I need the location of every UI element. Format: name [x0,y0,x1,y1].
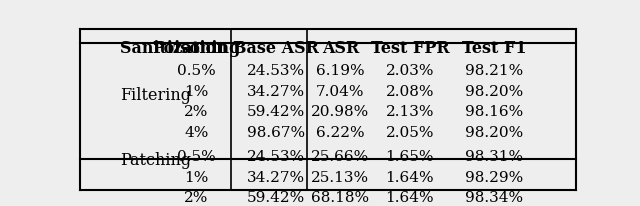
Text: 59.42%: 59.42% [247,105,305,119]
Text: 68.18%: 68.18% [311,191,369,204]
Text: 1.64%: 1.64% [385,191,434,204]
Text: Base ASR: Base ASR [233,40,319,57]
Text: Test FPR: Test FPR [371,40,449,57]
Text: 98.67%: 98.67% [247,125,305,139]
Text: 0.5%: 0.5% [177,149,216,163]
Text: 2%: 2% [184,105,209,119]
Text: 2.05%: 2.05% [385,125,434,139]
Text: 2.08%: 2.08% [385,84,434,98]
Text: Poisoning: Poisoning [152,40,241,57]
Text: 98.20%: 98.20% [465,84,524,98]
Text: 25.66%: 25.66% [311,149,369,163]
Text: 6.22%: 6.22% [316,125,365,139]
Text: 6.19%: 6.19% [316,64,365,77]
Text: 25.13%: 25.13% [311,170,369,184]
Text: ASR: ASR [322,40,359,57]
Text: 1.64%: 1.64% [385,170,434,184]
Text: 98.29%: 98.29% [465,170,524,184]
Text: 98.16%: 98.16% [465,105,524,119]
Text: 20.98%: 20.98% [311,105,369,119]
Text: 2.13%: 2.13% [385,105,434,119]
Text: 24.53%: 24.53% [247,64,305,77]
Text: 34.27%: 34.27% [247,170,305,184]
Text: Test F1: Test F1 [462,40,527,57]
Text: 98.20%: 98.20% [465,125,524,139]
Text: 1%: 1% [184,84,209,98]
Text: 98.34%: 98.34% [465,191,524,204]
Text: 7.04%: 7.04% [316,84,365,98]
Text: 34.27%: 34.27% [247,84,305,98]
Text: 2.03%: 2.03% [385,64,434,77]
Text: Sanitization: Sanitization [120,40,228,57]
Text: 1.65%: 1.65% [385,149,434,163]
Text: Patching: Patching [120,151,191,168]
Text: 59.42%: 59.42% [247,191,305,204]
Text: 4%: 4% [184,125,209,139]
Text: 98.31%: 98.31% [465,149,524,163]
Text: 1%: 1% [184,170,209,184]
Text: Filtering: Filtering [120,86,191,103]
Text: 2%: 2% [184,191,209,204]
Text: 0.5%: 0.5% [177,64,216,77]
Text: 98.21%: 98.21% [465,64,524,77]
Text: 24.53%: 24.53% [247,149,305,163]
